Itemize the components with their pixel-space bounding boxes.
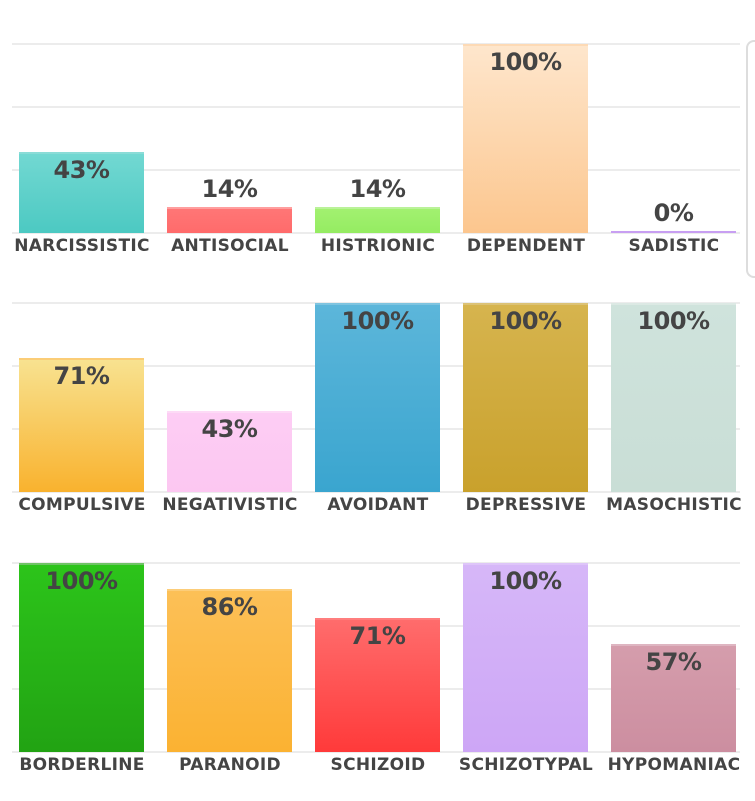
value-label: 43% [201,414,258,443]
bar-narcissistic[interactable] [19,151,144,233]
category-label: BORDERLINE [19,755,145,775]
gridline [12,232,740,234]
bar-avoidant[interactable] [315,303,440,492]
category-label: HISTRIONIC [320,236,436,256]
category-label: ANTISOCIAL [171,236,289,256]
bar-schizoid[interactable] [315,617,440,752]
category-label: DEPRESSIVE [465,495,587,515]
gridline [12,106,740,108]
category-label: AVOIDANT [327,495,429,515]
value-label: 100% [45,567,118,595]
bar-antisocial[interactable] [167,206,292,233]
side-panel-edge [746,40,755,278]
value-label: 71% [53,361,110,390]
value-label: 100% [637,307,710,335]
bar-sadistic[interactable] [611,231,736,233]
category-label: NARCISSISTIC [14,236,150,256]
category-label: COMPULSIVE [18,495,146,515]
gridline [12,491,740,493]
category-label: PARANOID [179,755,281,775]
bar-compulsive[interactable] [19,357,144,492]
value-label: 86% [201,593,258,622]
category-label: SADISTIC [628,236,720,256]
gridline [12,751,740,753]
bar-histrionic[interactable] [315,206,440,233]
bar-dependent[interactable] [463,44,588,233]
bar-paranoid[interactable] [167,589,292,752]
category-label: DEPENDENT [466,236,586,256]
value-label: 43% [53,155,110,184]
value-label: 14% [201,174,258,203]
value-label: 100% [489,307,562,335]
category-label: MASOCHISTIC [606,495,742,515]
value-label: 100% [489,567,562,595]
value-label: 100% [489,48,562,76]
bar-chart-3: 100% BORDERLINE 86% PARANOID 71% SCHIZOID 100%… [0,562,755,792]
gridline [12,169,740,171]
value-label: 0% [653,199,694,227]
bar-chart-2: 71% COMPULSIVE 43% NEGATIVISTIC 100% AVOIDANT… [0,302,755,532]
bar-depressive[interactable] [463,303,588,492]
bar-masochistic[interactable] [611,303,736,492]
category-label: HYPOMANIAC [607,755,741,775]
bar-schizotypal[interactable] [463,563,588,752]
bar-borderline[interactable] [19,563,144,752]
category-label: NEGATIVISTIC [162,495,298,515]
value-label: 57% [645,648,702,677]
category-label: SCHIZOID [330,755,426,775]
gridline [12,43,740,45]
value-label: 14% [349,174,406,203]
bar-chart-1: 43% NARCISSISTIC 14% ANTISOCIAL 14% HISTRIONI… [0,43,755,273]
value-label: 100% [341,307,414,335]
bar-hypomaniac[interactable] [611,644,736,752]
gridline [12,562,740,564]
bar-negativistic[interactable] [167,410,292,492]
category-label: SCHIZOTYPAL [458,755,594,775]
value-label: 71% [349,621,406,650]
